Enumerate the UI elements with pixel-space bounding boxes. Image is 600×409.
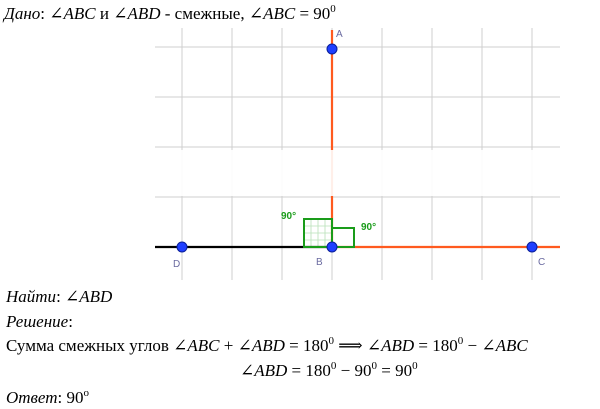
angle-abc-2: ∠ABC — [248, 4, 296, 23]
solution-colon: : — [68, 312, 73, 331]
point-c-label: C — [538, 257, 545, 268]
sum-text: Сумма смежных углов — [6, 336, 174, 355]
given-deg: 0 — [330, 3, 336, 15]
sum-minus: − — [463, 336, 482, 355]
watermark-overlay — [150, 150, 560, 196]
sum-line: Сумма смежных углов ∠ABC + ∠ABD = 1800 ⟹… — [6, 336, 528, 356]
point-a — [326, 43, 338, 55]
answer-colon: : — [57, 388, 67, 407]
answer-value: 90 — [66, 388, 84, 407]
given-conj: и — [95, 4, 114, 23]
angle-abc: ∠ABC — [49, 4, 96, 23]
solution-label: Решение — [6, 312, 69, 331]
right-angle-label-right: 90° — [361, 222, 376, 233]
calc-deg-1: 0 — [330, 360, 337, 372]
answer-deg: o — [83, 387, 90, 399]
sum-deg-2: 0 — [457, 335, 464, 347]
calc-eq: = 180 — [287, 361, 331, 380]
point-d — [176, 241, 188, 253]
find-label: Найти — [6, 287, 57, 306]
calc-eq-2: = 90 — [376, 361, 413, 380]
sum-deg-1: 0 — [328, 335, 334, 347]
sum-plus: + — [219, 336, 238, 355]
given-colon: : — [40, 4, 50, 23]
calc-angle: ∠ABD — [240, 361, 288, 380]
given-rest: - смежные, — [160, 4, 249, 23]
find-angle: ∠ABD — [65, 287, 113, 306]
point-c — [526, 241, 538, 253]
given-eq: = 90 — [295, 4, 331, 23]
point-b-label: B — [316, 257, 323, 268]
right-angle-mark-right — [331, 227, 355, 248]
sum-angle-3: ∠ABD — [366, 336, 415, 355]
solution-line: Решение: — [6, 312, 73, 332]
answer-label: Ответ — [6, 388, 58, 407]
sum-eq-2: = 180 — [414, 336, 458, 355]
right-angle-label-left: 90° — [281, 211, 296, 222]
point-b — [326, 241, 338, 253]
sum-angle-1: ∠ABC — [173, 336, 220, 355]
calc-deg-2: 0 — [371, 360, 377, 372]
calc-line: ∠ABD = 1800 − 900 = 900 — [240, 361, 418, 381]
point-d-label: D — [173, 259, 180, 270]
answer-line: Ответ: 90o — [6, 388, 89, 408]
sum-eq: = 180 — [284, 336, 329, 355]
find-colon: : — [56, 287, 66, 306]
given-label: Дано — [4, 4, 41, 23]
find-line: Найти: ∠ABD — [6, 287, 112, 307]
sum-angle-2: ∠ABD — [237, 336, 285, 355]
sum-implies: ⟹ — [333, 336, 367, 355]
angle-abd: ∠ABD — [113, 4, 161, 23]
calc-deg-3: 0 — [412, 360, 418, 372]
given-line: Дано: ∠ABC и ∠ABD - смежные, ∠ABC = 900 — [4, 4, 336, 24]
calc-minus: − 90 — [336, 361, 372, 380]
sum-angle-4: ∠ABC — [481, 336, 528, 355]
point-a-label: A — [336, 29, 343, 40]
